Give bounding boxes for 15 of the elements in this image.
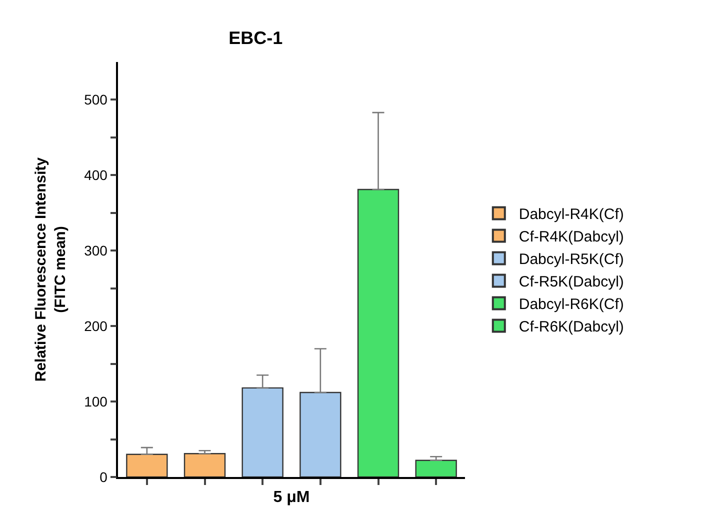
legend-label: Dabcyl-R4K(Cf) <box>518 206 624 224</box>
y-tick-label: 300 <box>84 242 108 259</box>
legend-label: Dabcyl-R5K(Cf) <box>518 251 624 268</box>
y-tick-label: 500 <box>84 92 108 108</box>
y-tick-label: 0 <box>100 468 108 485</box>
legend-label: Cf-R6K(Dabcyl) <box>518 318 624 336</box>
legend-label: Cf-R5K(Dabcyl) <box>518 274 624 291</box>
y-tick-label: 200 <box>84 318 108 334</box>
y-axis-title: Relative Fluorescence Intensity (FITC mean) <box>32 156 69 382</box>
chart-title: EBC-1 <box>228 28 283 48</box>
legend-label: Cf-R4K(Dabcyl) <box>518 228 624 246</box>
y-tick-label: 400 <box>84 167 108 184</box>
y-tick-label: 100 <box>84 393 108 410</box>
legend-label: Dabcyl-R6K(Cf) <box>518 296 624 314</box>
x-axis-title: 5 μM <box>273 488 310 506</box>
